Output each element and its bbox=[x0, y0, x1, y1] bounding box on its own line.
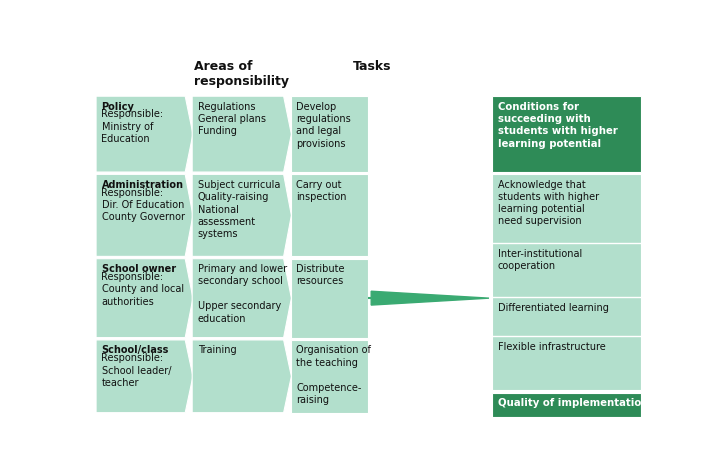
Text: School owner: School owner bbox=[101, 264, 175, 274]
Text: Quality of implementation: Quality of implementation bbox=[498, 398, 648, 408]
Text: Administration: Administration bbox=[101, 180, 183, 190]
Text: Subject curricula
Quality-raising
National
assessment
systems: Subject curricula Quality-raising Nation… bbox=[198, 180, 280, 239]
Polygon shape bbox=[192, 340, 291, 413]
Text: Inter-institutional
cooperation: Inter-institutional cooperation bbox=[498, 249, 582, 271]
Text: Tasks: Tasks bbox=[352, 60, 391, 73]
Text: Responsible:
Dir. Of Education
County Governor: Responsible: Dir. Of Education County Go… bbox=[101, 188, 185, 222]
Text: School/class: School/class bbox=[101, 345, 169, 355]
Bar bbox=[290, 340, 368, 413]
Text: Responsible:
County and local
authorities: Responsible: County and local authoritie… bbox=[101, 272, 183, 307]
Text: Areas of
responsibility: Areas of responsibility bbox=[193, 60, 289, 88]
Text: Organisation of
the teaching

Competence-
raising: Organisation of the teaching Competence-… bbox=[296, 345, 371, 405]
Polygon shape bbox=[96, 96, 193, 172]
Polygon shape bbox=[96, 175, 193, 256]
Text: Primary and lower
secondary school

Upper secondary
education: Primary and lower secondary school Upper… bbox=[198, 264, 287, 324]
Text: Differentiated learning: Differentiated learning bbox=[498, 303, 608, 313]
Polygon shape bbox=[192, 175, 291, 256]
Polygon shape bbox=[192, 259, 291, 337]
Text: Training: Training bbox=[198, 345, 237, 355]
Text: Policy: Policy bbox=[101, 102, 134, 111]
Bar bbox=[290, 175, 368, 256]
Polygon shape bbox=[371, 291, 489, 305]
Polygon shape bbox=[96, 259, 193, 337]
Polygon shape bbox=[192, 96, 291, 172]
Text: Conditions for
succeeding with
students with higher
learning potential: Conditions for succeeding with students … bbox=[498, 102, 618, 149]
Text: Regulations
General plans
Funding: Regulations General plans Funding bbox=[198, 102, 265, 136]
Text: Develop
regulations
and legal
provisions: Develop regulations and legal provisions bbox=[296, 102, 351, 149]
Text: Distribute
resources: Distribute resources bbox=[296, 264, 344, 286]
Bar bbox=[290, 96, 368, 172]
Text: Carry out
inspection: Carry out inspection bbox=[296, 180, 347, 202]
Bar bbox=[290, 259, 368, 337]
Bar bbox=[492, 175, 641, 390]
Bar bbox=[492, 393, 641, 417]
Bar bbox=[492, 96, 641, 172]
Text: Responsible:
Ministry of
Education: Responsible: Ministry of Education bbox=[101, 110, 164, 144]
Text: Acknowledge that
students with higher
learning potential
need supervision: Acknowledge that students with higher le… bbox=[498, 180, 599, 226]
Polygon shape bbox=[96, 340, 193, 413]
Text: Flexible infrastructure: Flexible infrastructure bbox=[498, 342, 605, 352]
Text: Responsible:
School leader/
teacher: Responsible: School leader/ teacher bbox=[101, 353, 171, 388]
